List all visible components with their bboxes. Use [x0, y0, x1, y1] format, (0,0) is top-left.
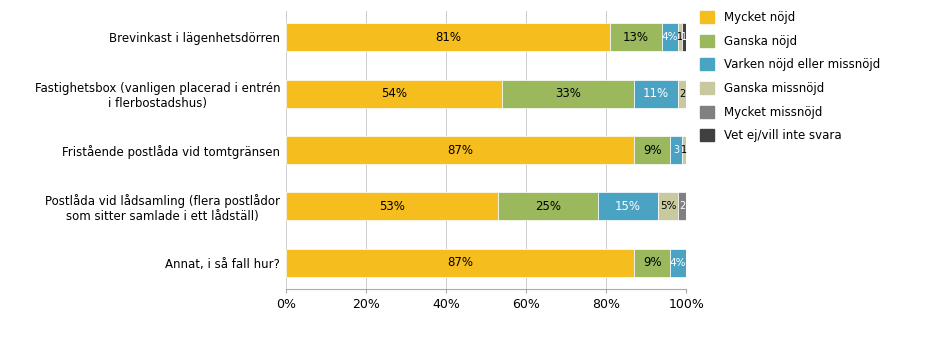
- Text: 9%: 9%: [643, 256, 661, 269]
- Bar: [286, 80, 502, 108]
- Text: 4%: 4%: [662, 32, 678, 42]
- Text: 25%: 25%: [534, 200, 561, 213]
- Bar: [682, 136, 685, 164]
- Bar: [633, 136, 669, 164]
- Text: 1: 1: [676, 32, 683, 42]
- Bar: [598, 192, 658, 220]
- Text: 1: 1: [681, 145, 686, 155]
- Bar: [678, 80, 685, 108]
- Bar: [286, 249, 633, 277]
- Legend: Mycket nöjd, Ganska nöjd, Varken nöjd eller missnöjd, Ganska missnöjd, Mycket mi: Mycket nöjd, Ganska nöjd, Varken nöjd el…: [700, 11, 879, 142]
- Bar: [286, 192, 498, 220]
- Text: 87%: 87%: [446, 144, 472, 156]
- Bar: [609, 23, 662, 52]
- Bar: [658, 192, 678, 220]
- Text: 81%: 81%: [434, 31, 461, 44]
- Bar: [682, 23, 685, 52]
- Bar: [633, 80, 678, 108]
- Bar: [678, 192, 685, 220]
- Text: 13%: 13%: [623, 31, 648, 44]
- Bar: [669, 136, 682, 164]
- Bar: [498, 192, 598, 220]
- Text: 1: 1: [681, 32, 686, 42]
- Bar: [669, 249, 685, 277]
- Text: 2: 2: [679, 89, 684, 99]
- Bar: [502, 80, 633, 108]
- Text: 9%: 9%: [643, 144, 661, 156]
- Text: 3: 3: [672, 145, 679, 155]
- Text: 15%: 15%: [614, 200, 641, 213]
- Text: 2: 2: [679, 201, 684, 211]
- Text: 33%: 33%: [555, 87, 581, 100]
- Text: 54%: 54%: [381, 87, 407, 100]
- Bar: [286, 23, 609, 52]
- Bar: [678, 23, 682, 52]
- Text: 87%: 87%: [446, 256, 472, 269]
- Text: 5%: 5%: [659, 201, 676, 211]
- Text: 4%: 4%: [669, 258, 685, 268]
- Text: 11%: 11%: [643, 87, 668, 100]
- Bar: [633, 249, 669, 277]
- Text: 53%: 53%: [379, 200, 405, 213]
- Bar: [286, 136, 633, 164]
- Bar: [662, 23, 678, 52]
